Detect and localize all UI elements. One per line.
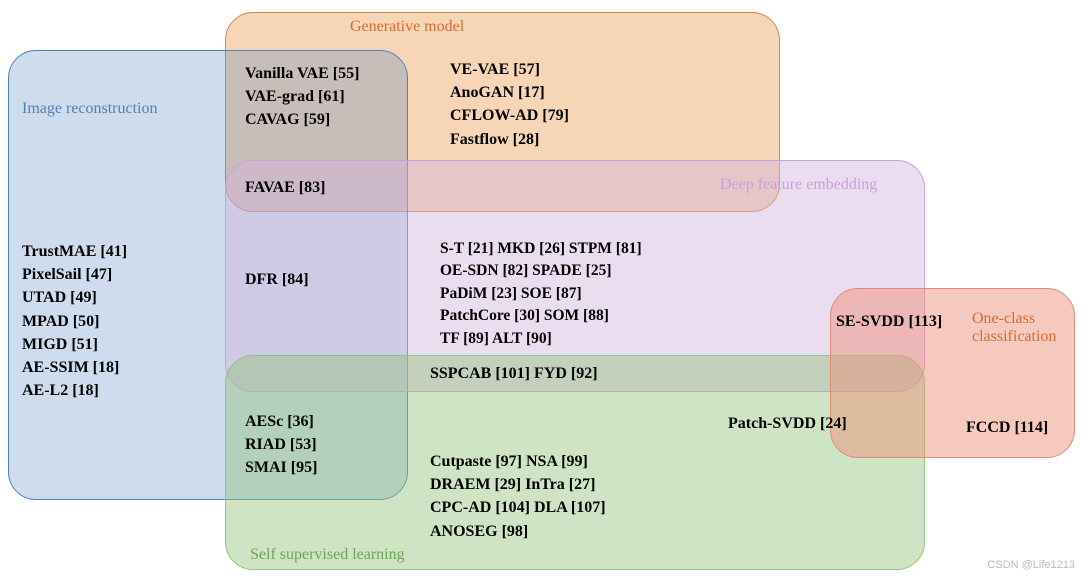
block-generative-only: VE-VAE [57]AnoGAN [17]CFLOW-AD [79]Fastf… — [450, 58, 569, 151]
label-one-class-line1: One-class — [972, 310, 1035, 327]
watermark: CSDN @Life1213 — [987, 559, 1075, 571]
label-deep-feature-embedding: Deep feature embedding — [720, 176, 877, 194]
method-entry: ANOSEG [98] — [430, 520, 606, 543]
method-entry: TrustMAE [41] — [22, 240, 127, 263]
label-one-class: One-class classification — [972, 310, 1056, 346]
method-entry: MIGD [51] — [22, 333, 127, 356]
block-ir-dfe: DFR [84] — [245, 268, 309, 291]
block-ir-gen-dfe: FAVAE [83] — [245, 176, 325, 199]
method-entry: SSPCAB [101] FYD [92] — [430, 362, 598, 385]
block-dfe-oc: SE-SVDD [113] — [836, 310, 942, 333]
label-self-supervised: Self supervised learning — [250, 546, 405, 564]
method-entry: FCCD [114] — [966, 416, 1048, 439]
block-oc-only: FCCD [114] — [966, 416, 1048, 439]
label-one-class-line2: classification — [972, 328, 1056, 345]
method-entry: CPC-AD [104] DLA [107] — [430, 496, 606, 519]
method-entry: VE-VAE [57] — [450, 58, 569, 81]
method-entry: S-T [21] MKD [26] STPM [81] — [440, 238, 642, 260]
method-entry: Vanilla VAE [55] — [245, 62, 359, 85]
method-entry: DRAEM [29] InTra [27] — [430, 473, 606, 496]
method-entry: TF [89] ALT [90] — [440, 328, 642, 350]
block-ir-dfe-ssl: SSPCAB [101] FYD [92] — [430, 362, 598, 385]
block-dfe-ssl-oc: Patch-SVDD [24] — [728, 412, 847, 435]
block-image-reconstruction-only: TrustMAE [41]PixelSail [47]UTAD [49]MPAD… — [22, 240, 127, 402]
method-entry: Fastflow [28] — [450, 128, 569, 151]
method-entry: CFLOW-AD [79] — [450, 104, 569, 127]
method-entry: SE-SVDD [113] — [836, 310, 942, 333]
method-entry: VAE-grad [61] — [245, 85, 359, 108]
block-ssl-only: Cutpaste [97] NSA [99]DRAEM [29] InTra [… — [430, 450, 606, 543]
block-ir-ssl: AESc [36]RIAD [53]SMAI [95] — [245, 410, 317, 480]
method-entry: AE-L2 [18] — [22, 379, 127, 402]
method-entry: AnoGAN [17] — [450, 81, 569, 104]
method-entry: MPAD [50] — [22, 310, 127, 333]
block-dfe-only: S-T [21] MKD [26] STPM [81]OE-SDN [82] S… — [440, 238, 642, 350]
method-entry: AE-SSIM [18] — [22, 356, 127, 379]
method-entry: PaDiM [23] SOE [87] — [440, 283, 642, 305]
method-entry: RIAD [53] — [245, 433, 317, 456]
block-ir-and-generative: Vanilla VAE [55]VAE-grad [61]CAVAG [59] — [245, 62, 359, 132]
method-entry: UTAD [49] — [22, 286, 127, 309]
method-entry: Cutpaste [97] NSA [99] — [430, 450, 606, 473]
label-image-reconstruction: Image reconstruction — [22, 100, 158, 118]
method-entry: AESc [36] — [245, 410, 317, 433]
method-entry: SMAI [95] — [245, 456, 317, 479]
method-entry: DFR [84] — [245, 268, 309, 291]
method-entry: CAVAG [59] — [245, 108, 359, 131]
method-entry: PixelSail [47] — [22, 263, 127, 286]
method-entry: Patch-SVDD [24] — [728, 412, 847, 435]
method-entry: FAVAE [83] — [245, 176, 325, 199]
label-generative-model: Generative model — [350, 18, 464, 36]
method-entry: OE-SDN [82] SPADE [25] — [440, 260, 642, 282]
method-entry: PatchCore [30] SOM [88] — [440, 305, 642, 327]
